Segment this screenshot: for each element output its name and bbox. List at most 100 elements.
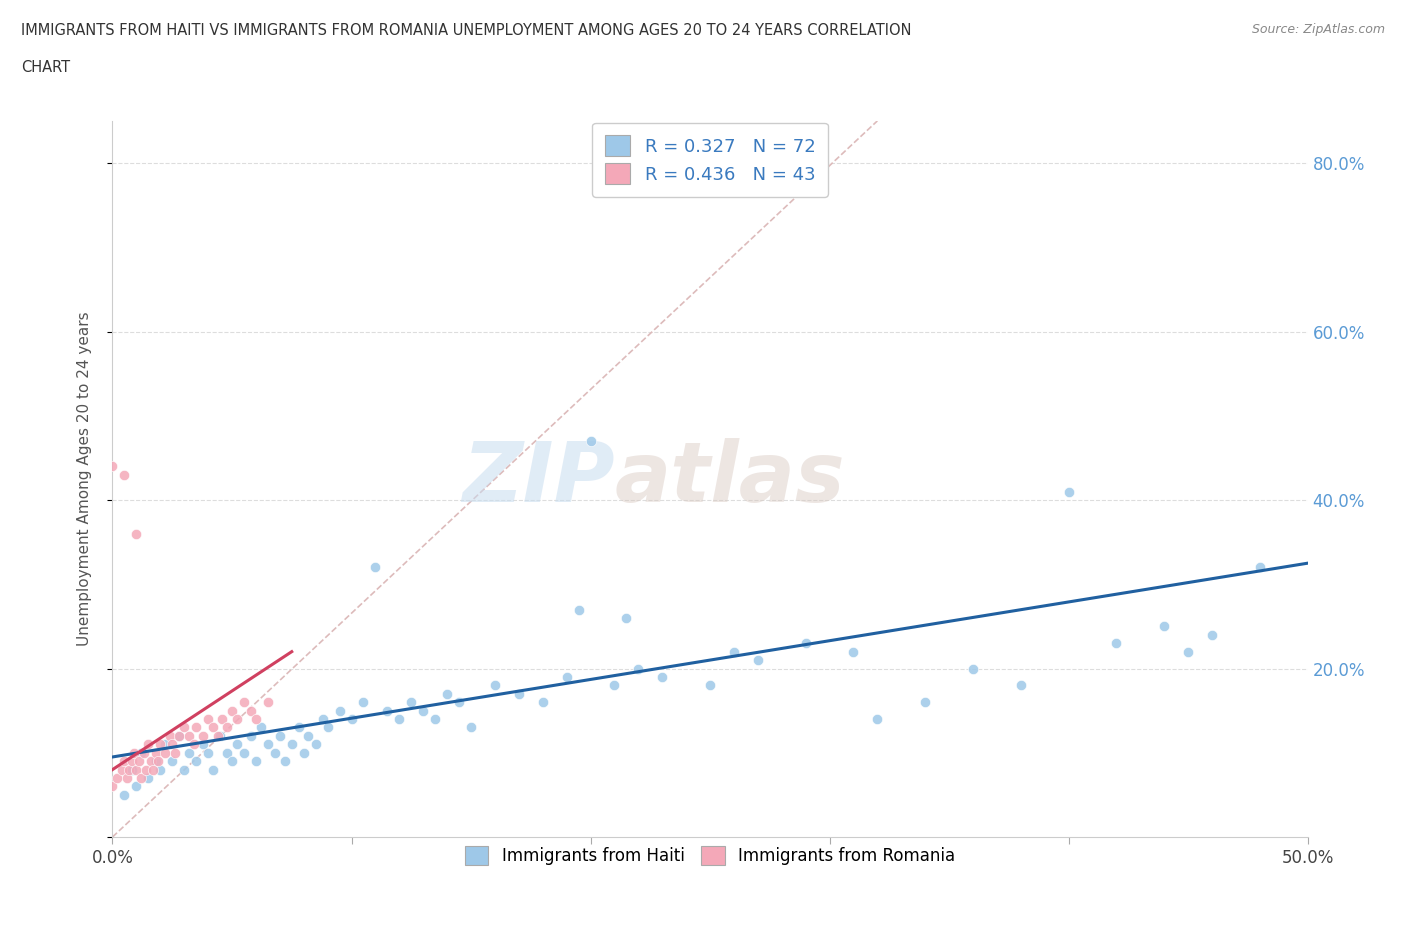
Text: IMMIGRANTS FROM HAITI VS IMMIGRANTS FROM ROMANIA UNEMPLOYMENT AMONG AGES 20 TO 2: IMMIGRANTS FROM HAITI VS IMMIGRANTS FROM… (21, 23, 911, 38)
Point (245, 753, 267, 768)
Point (125, 526, 148, 541)
Point (352, 695, 374, 710)
Point (129, 771, 152, 786)
Point (555, 670, 578, 684)
Point (616, 610, 638, 625)
Point (1177, 644, 1199, 659)
Point (122, 745, 145, 760)
Point (138, 737, 160, 751)
Point (329, 703, 352, 718)
Point (316, 720, 339, 735)
Point (245, 711, 267, 726)
Point (162, 753, 183, 768)
Point (794, 636, 817, 651)
Point (225, 711, 247, 726)
Point (425, 711, 447, 726)
Point (132, 745, 155, 760)
Text: CHART: CHART (21, 60, 70, 75)
Point (651, 670, 673, 684)
Point (257, 737, 280, 751)
Point (225, 737, 247, 751)
Point (128, 753, 150, 768)
Point (603, 678, 626, 693)
Point (125, 763, 148, 777)
Point (145, 753, 167, 768)
Point (142, 763, 165, 777)
Point (221, 703, 243, 718)
Point (281, 737, 304, 751)
Point (273, 753, 295, 768)
Point (118, 763, 141, 777)
Point (297, 728, 319, 743)
Point (377, 703, 399, 718)
Point (217, 720, 239, 735)
Point (364, 560, 387, 575)
Point (129, 745, 152, 760)
Point (125, 779, 148, 794)
Text: atlas: atlas (614, 438, 845, 520)
Text: Source: ZipAtlas.com: Source: ZipAtlas.com (1251, 23, 1385, 36)
Point (914, 695, 936, 710)
Point (257, 695, 280, 710)
Point (866, 711, 889, 726)
Point (240, 728, 263, 743)
Point (115, 771, 138, 786)
Point (193, 728, 215, 743)
Point (1201, 628, 1223, 643)
Point (209, 728, 232, 743)
Point (531, 695, 554, 710)
Point (186, 753, 208, 768)
Point (568, 602, 591, 617)
Point (1105, 636, 1128, 651)
Point (305, 737, 328, 751)
Point (412, 703, 434, 718)
Point (340, 711, 363, 726)
Point (173, 763, 195, 777)
Point (153, 737, 176, 751)
Point (401, 695, 423, 710)
Point (233, 745, 256, 760)
Point (146, 753, 169, 768)
Point (447, 695, 470, 710)
Point (201, 720, 224, 735)
Point (249, 720, 271, 735)
Point (139, 753, 162, 768)
Point (217, 745, 239, 760)
Point (162, 737, 183, 751)
Point (508, 686, 530, 701)
Point (1249, 560, 1271, 575)
Point (264, 745, 287, 760)
Point (288, 720, 311, 735)
Point (153, 745, 176, 760)
Legend: Immigrants from Haiti, Immigrants from Romania: Immigrants from Haiti, Immigrants from R… (458, 839, 962, 871)
Point (627, 661, 650, 676)
Point (240, 703, 263, 718)
Point (484, 678, 506, 693)
Point (177, 745, 200, 760)
Point (169, 728, 191, 743)
Point (138, 771, 160, 786)
Text: ZIP: ZIP (461, 438, 614, 520)
Point (436, 686, 458, 701)
Point (201, 763, 224, 777)
Point (699, 678, 721, 693)
Point (579, 433, 602, 448)
Point (121, 763, 143, 777)
Point (186, 720, 208, 735)
Point (159, 728, 181, 743)
Point (842, 644, 865, 659)
Point (292, 745, 315, 760)
Point (269, 728, 291, 743)
Point (193, 737, 215, 751)
Point (145, 745, 167, 760)
Y-axis label: Unemployment Among Ages 20 to 24 years: Unemployment Among Ages 20 to 24 years (77, 312, 91, 646)
Point (460, 720, 482, 735)
Point (173, 720, 195, 735)
Point (233, 695, 256, 710)
Point (177, 728, 200, 743)
Point (1010, 678, 1032, 693)
Point (312, 711, 335, 726)
Point (723, 644, 745, 659)
Point (1153, 619, 1175, 634)
Point (207, 728, 229, 743)
